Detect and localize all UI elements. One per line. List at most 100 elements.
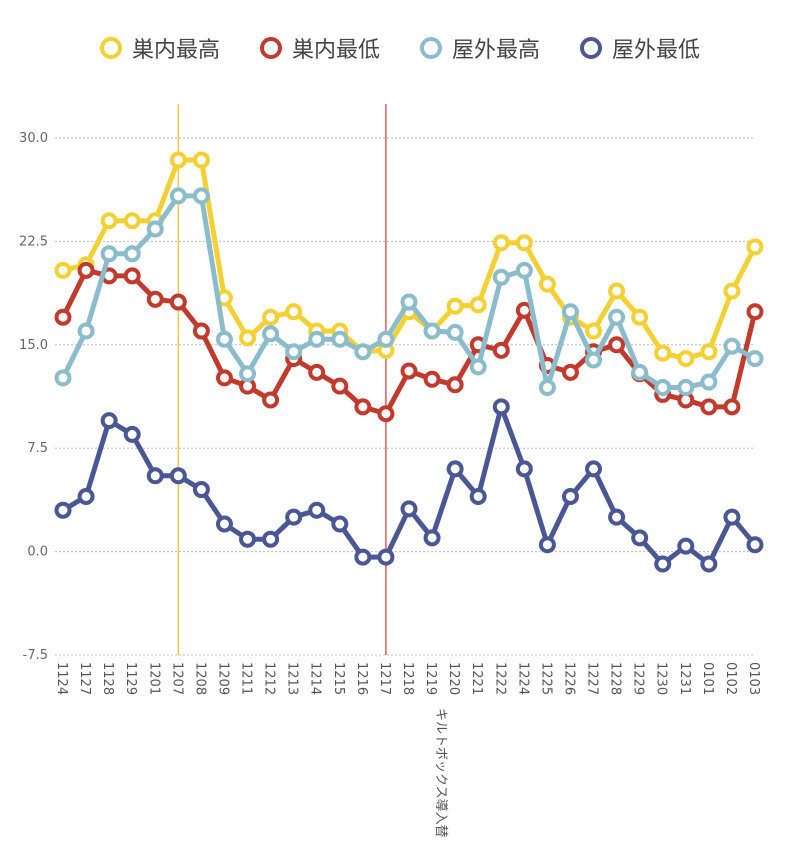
- data-point[interactable]: [469, 487, 487, 505]
- data-point[interactable]: [446, 323, 464, 341]
- data-point[interactable]: [700, 343, 718, 361]
- data-point[interactable]: [423, 370, 441, 388]
- data-point[interactable]: [400, 293, 418, 311]
- data-point[interactable]: [262, 325, 280, 343]
- data-point[interactable]: [469, 358, 487, 376]
- data-point[interactable]: [192, 322, 210, 340]
- legend-item-nest-min[interactable]: 巣内最低: [259, 28, 380, 68]
- data-point[interactable]: [215, 515, 233, 533]
- data-point[interactable]: [469, 296, 487, 314]
- data-point[interactable]: [308, 330, 326, 348]
- data-point[interactable]: [446, 297, 464, 315]
- data-point[interactable]: [77, 322, 95, 340]
- legend-item-nest-max[interactable]: 巣内最高: [99, 28, 220, 68]
- data-point[interactable]: [515, 460, 533, 478]
- data-point[interactable]: [723, 337, 741, 355]
- data-point[interactable]: [677, 350, 695, 368]
- data-point[interactable]: [492, 398, 510, 416]
- data-point[interactable]: [169, 187, 187, 205]
- data-point[interactable]: [262, 530, 280, 548]
- data-point[interactable]: [262, 308, 280, 326]
- data-point[interactable]: [654, 379, 672, 397]
- data-point[interactable]: [723, 282, 741, 300]
- data-point[interactable]: [192, 187, 210, 205]
- data-point[interactable]: [123, 267, 141, 285]
- data-point[interactable]: [239, 530, 257, 548]
- data-point[interactable]: [561, 487, 579, 505]
- data-point[interactable]: [746, 350, 764, 368]
- data-point[interactable]: [262, 391, 280, 409]
- data-point[interactable]: [285, 343, 303, 361]
- data-point[interactable]: [585, 351, 603, 369]
- data-point[interactable]: [608, 282, 626, 300]
- data-point[interactable]: [331, 330, 349, 348]
- data-point[interactable]: [354, 548, 372, 566]
- data-point[interactable]: [331, 515, 349, 533]
- data-point[interactable]: [700, 373, 718, 391]
- data-point[interactable]: [377, 330, 395, 348]
- data-point[interactable]: [100, 412, 118, 430]
- data-point[interactable]: [215, 369, 233, 387]
- data-point[interactable]: [631, 308, 649, 326]
- data-point[interactable]: [561, 303, 579, 321]
- data-point[interactable]: [239, 365, 257, 383]
- data-point[interactable]: [538, 536, 556, 554]
- data-point[interactable]: [677, 379, 695, 397]
- data-point[interactable]: [100, 212, 118, 230]
- data-point[interactable]: [192, 151, 210, 169]
- data-point[interactable]: [654, 555, 672, 573]
- data-point[interactable]: [608, 336, 626, 354]
- data-point[interactable]: [446, 460, 464, 478]
- data-point[interactable]: [723, 508, 741, 526]
- data-point[interactable]: [146, 290, 164, 308]
- data-point[interactable]: [400, 362, 418, 380]
- data-point[interactable]: [354, 343, 372, 361]
- data-point[interactable]: [123, 212, 141, 230]
- data-point[interactable]: [285, 508, 303, 526]
- data-point[interactable]: [631, 363, 649, 381]
- data-point[interactable]: [654, 344, 672, 362]
- data-point[interactable]: [54, 501, 72, 519]
- data-point[interactable]: [746, 536, 764, 554]
- data-point[interactable]: [746, 238, 764, 256]
- data-point[interactable]: [700, 555, 718, 573]
- data-point[interactable]: [354, 398, 372, 416]
- data-point[interactable]: [169, 293, 187, 311]
- data-point[interactable]: [746, 303, 764, 321]
- data-point[interactable]: [492, 341, 510, 359]
- data-point[interactable]: [400, 500, 418, 518]
- data-point[interactable]: [677, 537, 695, 555]
- data-point[interactable]: [585, 460, 603, 478]
- data-point[interactable]: [54, 261, 72, 279]
- data-point[interactable]: [492, 234, 510, 252]
- data-point[interactable]: [169, 151, 187, 169]
- data-point[interactable]: [285, 303, 303, 321]
- data-point[interactable]: [77, 487, 95, 505]
- data-point[interactable]: [100, 245, 118, 263]
- data-point[interactable]: [308, 363, 326, 381]
- data-point[interactable]: [123, 425, 141, 443]
- data-point[interactable]: [239, 329, 257, 347]
- data-point[interactable]: [608, 308, 626, 326]
- data-point[interactable]: [146, 467, 164, 485]
- data-point[interactable]: [377, 405, 395, 423]
- data-point[interactable]: [123, 245, 141, 263]
- data-point[interactable]: [585, 322, 603, 340]
- data-point[interactable]: [608, 508, 626, 526]
- data-point[interactable]: [538, 379, 556, 397]
- legend-item-outdoor-min[interactable]: 屋外最低: [580, 28, 700, 68]
- data-point[interactable]: [377, 548, 395, 566]
- data-point[interactable]: [146, 220, 164, 238]
- data-point[interactable]: [169, 467, 187, 485]
- data-point[interactable]: [515, 234, 533, 252]
- data-point[interactable]: [215, 330, 233, 348]
- data-point[interactable]: [446, 376, 464, 394]
- data-point[interactable]: [561, 363, 579, 381]
- data-point[interactable]: [538, 275, 556, 293]
- data-point[interactable]: [700, 398, 718, 416]
- data-point[interactable]: [192, 481, 210, 499]
- data-point[interactable]: [631, 529, 649, 547]
- data-point[interactable]: [54, 369, 72, 387]
- data-point[interactable]: [723, 398, 741, 416]
- data-point[interactable]: [423, 529, 441, 547]
